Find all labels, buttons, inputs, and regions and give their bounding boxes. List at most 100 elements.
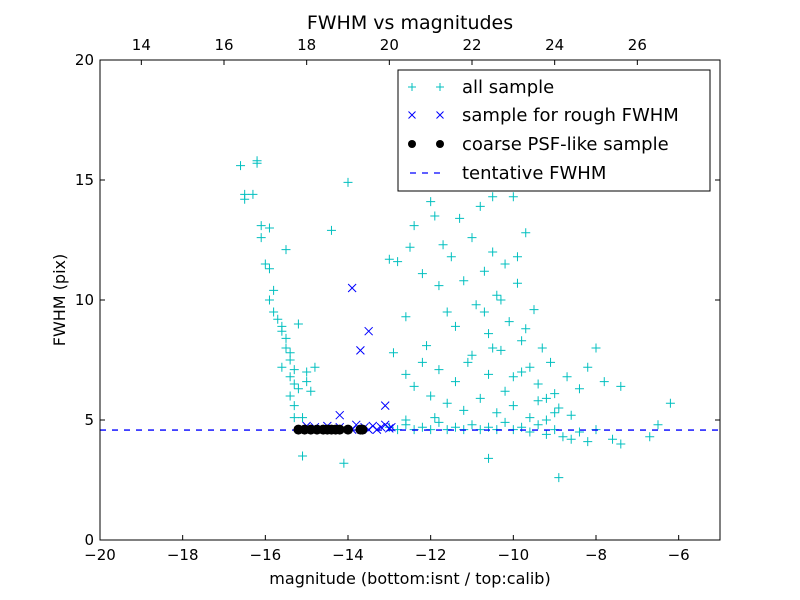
- all-sample-point: [521, 324, 531, 334]
- all-sample-point: [467, 233, 477, 243]
- all-sample-point: [434, 281, 444, 291]
- all-sample-point: [616, 439, 626, 449]
- all-sample-point: [409, 381, 419, 391]
- y-tick-label: 0: [84, 531, 94, 549]
- legend-label: sample for rough FWHM: [462, 105, 679, 126]
- rough-sample-point: [387, 422, 396, 432]
- top-tick-label: 18: [297, 36, 316, 54]
- all-sample-point: [529, 305, 539, 315]
- all-sample-point: [298, 413, 308, 423]
- all-sample-point: [479, 307, 489, 317]
- x-tick-label: −6: [668, 546, 690, 564]
- all-sample-point: [554, 473, 564, 483]
- x-tick-label: −16: [250, 546, 282, 564]
- all-sample-point: [537, 343, 547, 353]
- legend-x-icon: [408, 111, 416, 119]
- all-sample-point: [591, 343, 601, 353]
- all-sample-point: [281, 333, 291, 343]
- all-sample-point: [500, 386, 510, 396]
- all-sample-point: [496, 295, 506, 305]
- all-sample-point: [475, 201, 485, 211]
- rough-sample-point: [356, 346, 365, 355]
- all-sample-point: [492, 408, 502, 418]
- all-sample-point: [339, 458, 349, 468]
- all-sample-point: [401, 312, 411, 322]
- y-tick-label: 20: [75, 51, 94, 69]
- rough-sample-point: [347, 283, 357, 293]
- all-sample-point: [306, 386, 316, 396]
- all-sample-point: [525, 413, 535, 423]
- top-tick-label: 16: [214, 36, 233, 54]
- all-sample-point: [475, 393, 485, 403]
- y-tick-label: 5: [84, 411, 94, 429]
- legend-item: coarse PSF-like sample: [408, 134, 669, 155]
- all-sample-point: [566, 410, 576, 420]
- all-sample-point: [562, 372, 572, 382]
- rough-sample-point: [384, 424, 394, 433]
- all-sample-point: [467, 350, 477, 360]
- all-sample-point: [302, 377, 312, 387]
- all-sample-point: [541, 429, 551, 439]
- all-sample-point: [302, 367, 312, 377]
- all-sample-point: [459, 405, 469, 415]
- all-sample-point: [479, 266, 489, 276]
- x-tick-label: −20: [84, 546, 116, 564]
- all-sample-point: [264, 223, 274, 233]
- all-sample-point: [401, 415, 411, 425]
- coarse-sample-point: [343, 424, 353, 435]
- all-sample-point: [488, 247, 498, 257]
- all-sample-point: [264, 264, 274, 274]
- all-sample-point: [541, 415, 551, 425]
- all-sample-point: [467, 420, 477, 430]
- all-sample-point: [256, 233, 266, 243]
- all-sample-point: [508, 401, 518, 411]
- all-sample-point: [583, 362, 593, 372]
- all-sample-point: [504, 317, 514, 327]
- x-tick-label: −14: [332, 546, 364, 564]
- all-sample-point: [450, 321, 460, 331]
- x-tick-label: −12: [415, 546, 447, 564]
- all-sample-point: [289, 365, 299, 375]
- chart-title: FWHM vs magnitudes: [307, 12, 513, 34]
- legend-dot-icon: [436, 140, 444, 148]
- all-sample-point: [525, 427, 535, 437]
- all-sample-point: [442, 398, 452, 408]
- all-sample-point: [558, 432, 568, 442]
- legend-label: coarse PSF-like sample: [462, 134, 669, 155]
- all-sample-point: [269, 285, 279, 295]
- all-sample-point: [500, 417, 510, 427]
- all-sample-point: [248, 189, 258, 199]
- all-sample-point: [492, 290, 502, 300]
- all-sample-point: [550, 389, 560, 399]
- legend: all sample sample for rough FWHM coarse PS…: [397, 69, 711, 192]
- legend-item: sample for rough FWHM: [408, 105, 679, 126]
- all-sample-point: [546, 357, 556, 367]
- y-axis-label: FWHM (pix): [50, 254, 69, 347]
- x-tick-label: −18: [167, 546, 199, 564]
- all-sample-point: [388, 348, 398, 358]
- coarse-sample-point: [357, 424, 368, 435]
- legend-plus-icon: [436, 83, 444, 91]
- all-sample-point: [574, 384, 584, 394]
- top-tick-label: 24: [545, 36, 564, 54]
- top-tick-label: 22: [462, 36, 481, 54]
- x-tick-label: −10: [498, 546, 530, 564]
- all-sample-point: [525, 362, 535, 372]
- all-sample-point: [409, 221, 419, 231]
- all-sample-point: [533, 420, 543, 430]
- all-sample-point: [434, 417, 444, 427]
- all-sample-point: [256, 221, 266, 231]
- all-sample-point: [500, 259, 510, 269]
- all-sample-point: [533, 396, 543, 406]
- all-sample-point: [393, 257, 403, 267]
- y-tick-label: 10: [75, 291, 94, 309]
- all-sample-point: [484, 329, 494, 339]
- all-sample-point: [533, 379, 543, 389]
- legend-label: tentative FWHM: [462, 163, 606, 184]
- all-sample-point: [645, 432, 655, 442]
- top-tick-label: 14: [132, 36, 151, 54]
- all-sample-point: [401, 369, 411, 379]
- all-sample-point: [550, 408, 560, 418]
- all-sample-point: [426, 391, 436, 401]
